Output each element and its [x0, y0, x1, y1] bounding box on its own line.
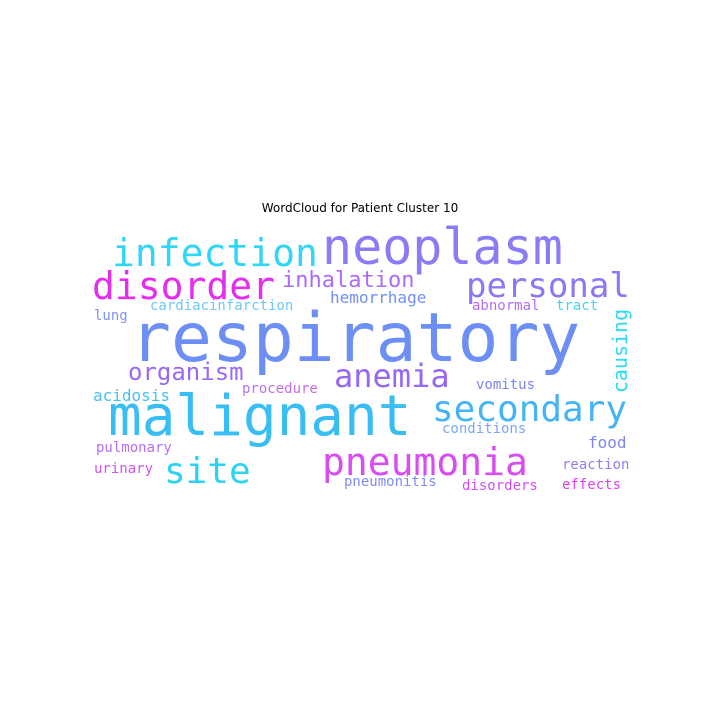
word-pneumonitis: pneumonitis — [344, 474, 437, 490]
word-abnormal: abnormal — [472, 298, 540, 314]
word-personal: personal — [466, 266, 630, 306]
word-infection: infection — [112, 231, 318, 275]
word-acidosis: acidosis — [93, 386, 171, 405]
word-causing: causing — [608, 308, 632, 394]
word-organism: organism — [128, 358, 244, 386]
word-hemorrhage: hemorrhage — [330, 288, 427, 307]
word-cardiacinfarction: cardiacinfarction — [150, 298, 294, 314]
chart-title: WordCloud for Patient Cluster 10 — [261, 201, 459, 215]
word-food: food — [588, 433, 627, 452]
word-pneumonia: pneumonia — [322, 440, 528, 484]
word-anemia: anemia — [334, 357, 450, 395]
word-site: site — [164, 451, 251, 492]
word-disorders: disorders — [462, 478, 538, 494]
word-urinary: urinary — [94, 461, 154, 477]
word-disorder: disorder — [92, 264, 276, 308]
word-procedure: procedure — [242, 381, 318, 397]
word-effects: effects — [562, 477, 622, 493]
word-inhalation: inhalation — [282, 268, 415, 293]
word-malignant: malignant — [108, 384, 412, 449]
word-neoplasm: neoplasm — [322, 218, 563, 276]
word-vomitus: vomitus — [476, 377, 536, 393]
wordcloud: respiratory malignant neoplasm infection pne… — [90, 219, 650, 499]
word-respiratory: respiratory — [130, 299, 581, 378]
word-pulmonary: pulmonary — [96, 440, 172, 456]
word-conditions: conditions — [442, 421, 527, 437]
word-reaction: reaction — [562, 457, 630, 473]
word-lung: lung — [94, 308, 128, 324]
word-tract: tract — [556, 298, 599, 314]
word-secondary: secondary — [432, 389, 628, 430]
